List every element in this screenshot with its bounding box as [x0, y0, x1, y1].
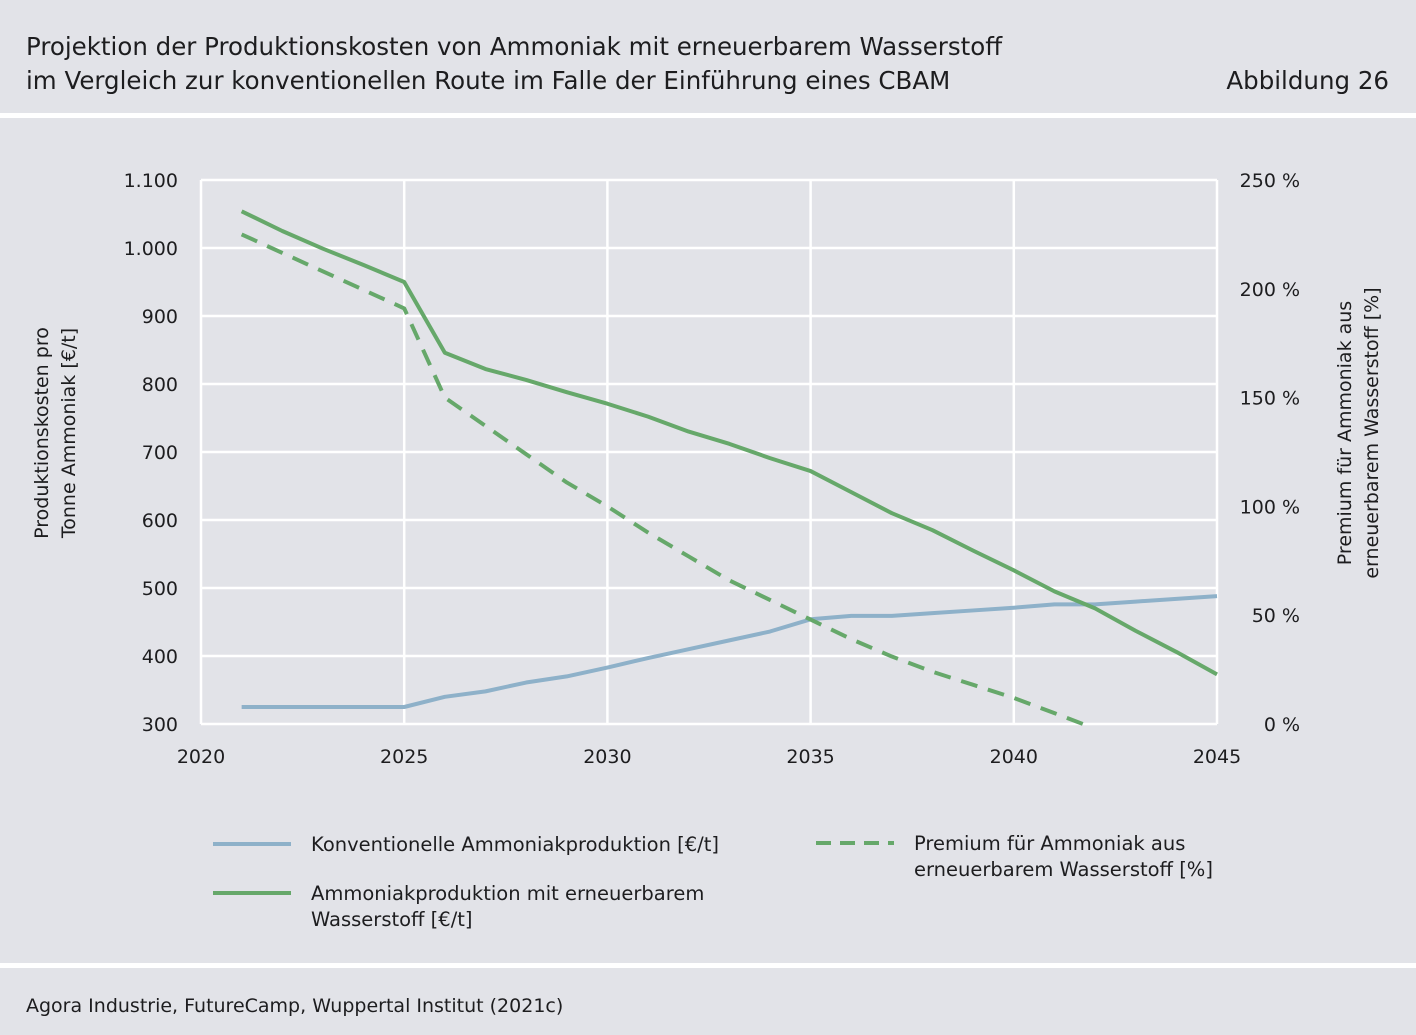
- legend-label-3: Premium für Ammoniak aus: [914, 832, 1185, 855]
- legend-label-2: Ammoniakproduktion mit erneuerbarem: [311, 882, 704, 905]
- x-tick-label: 2030: [583, 746, 631, 768]
- x-tick-label: 2035: [786, 746, 834, 768]
- x-tick-label: 2020: [177, 746, 225, 768]
- header-divider: [0, 113, 1416, 118]
- y-left-tick-label: 300: [142, 714, 178, 736]
- series-line-2: [240, 209, 1218, 677]
- line-chart: 300 400 500 600 700 800 900 1.000 1.100 0 % 50 % 10…: [31, 170, 1383, 931]
- y-right-tick-label: 100 %: [1240, 496, 1300, 518]
- series-line-1: [241, 594, 1218, 709]
- y-left-axis-label: Produktionskosten pro: [31, 327, 53, 539]
- legend-label-2: Wasserstoff [€/t]: [311, 908, 473, 931]
- y-left-tick-label: 800: [142, 374, 178, 396]
- y-right-axis-label: Premium für Ammoniak aus: [1334, 301, 1356, 565]
- y-left-tick-label: 1.100: [124, 170, 178, 192]
- y-right-tick-label: 150 %: [1240, 388, 1300, 410]
- y-left-tick-label: 700: [142, 442, 178, 464]
- y-left-tick-label: 400: [142, 646, 178, 668]
- y-left-tick-label: 500: [142, 578, 178, 600]
- y-left-tick-label: 600: [142, 510, 178, 532]
- chart-title: Projektion der Produktionskosten von Amm…: [26, 30, 1176, 98]
- x-tick-label: 2025: [380, 746, 428, 768]
- y-right-tick-label: 200 %: [1240, 279, 1300, 301]
- y-right-tick-label: 50 %: [1252, 605, 1300, 627]
- y-left-axis-label: Tonne Ammoniak [€/t]: [58, 328, 80, 539]
- legend-label-1: Konventionelle Ammoniakproduktion [€/t]: [311, 833, 719, 856]
- chart-title-line-2: im Vergleich zur konventionellen Route i…: [26, 66, 951, 95]
- series-line-3: [240, 232, 1084, 726]
- y-right-axis-label: erneuerbarem Wasserstoff [%]: [1361, 287, 1383, 578]
- chart-title-line-1: Projektion der Produktionskosten von Amm…: [26, 32, 1003, 61]
- y-right-tick-label: 0 %: [1264, 714, 1300, 736]
- y-left-tick-label: 1.000: [124, 238, 178, 260]
- y-left-tick-label: 900: [142, 306, 178, 328]
- legend-label-3: erneuerbarem Wasserstoff [%]: [914, 858, 1213, 881]
- source-note: Agora Industrie, FutureCamp, Wuppertal I…: [26, 995, 564, 1017]
- footer-divider: [0, 963, 1416, 968]
- figure-label: Abbildung 26: [1226, 66, 1389, 95]
- x-tick-label: 2040: [990, 746, 1038, 768]
- x-tick-label: 2045: [1193, 746, 1241, 768]
- y-right-tick-label: 250 %: [1240, 170, 1300, 192]
